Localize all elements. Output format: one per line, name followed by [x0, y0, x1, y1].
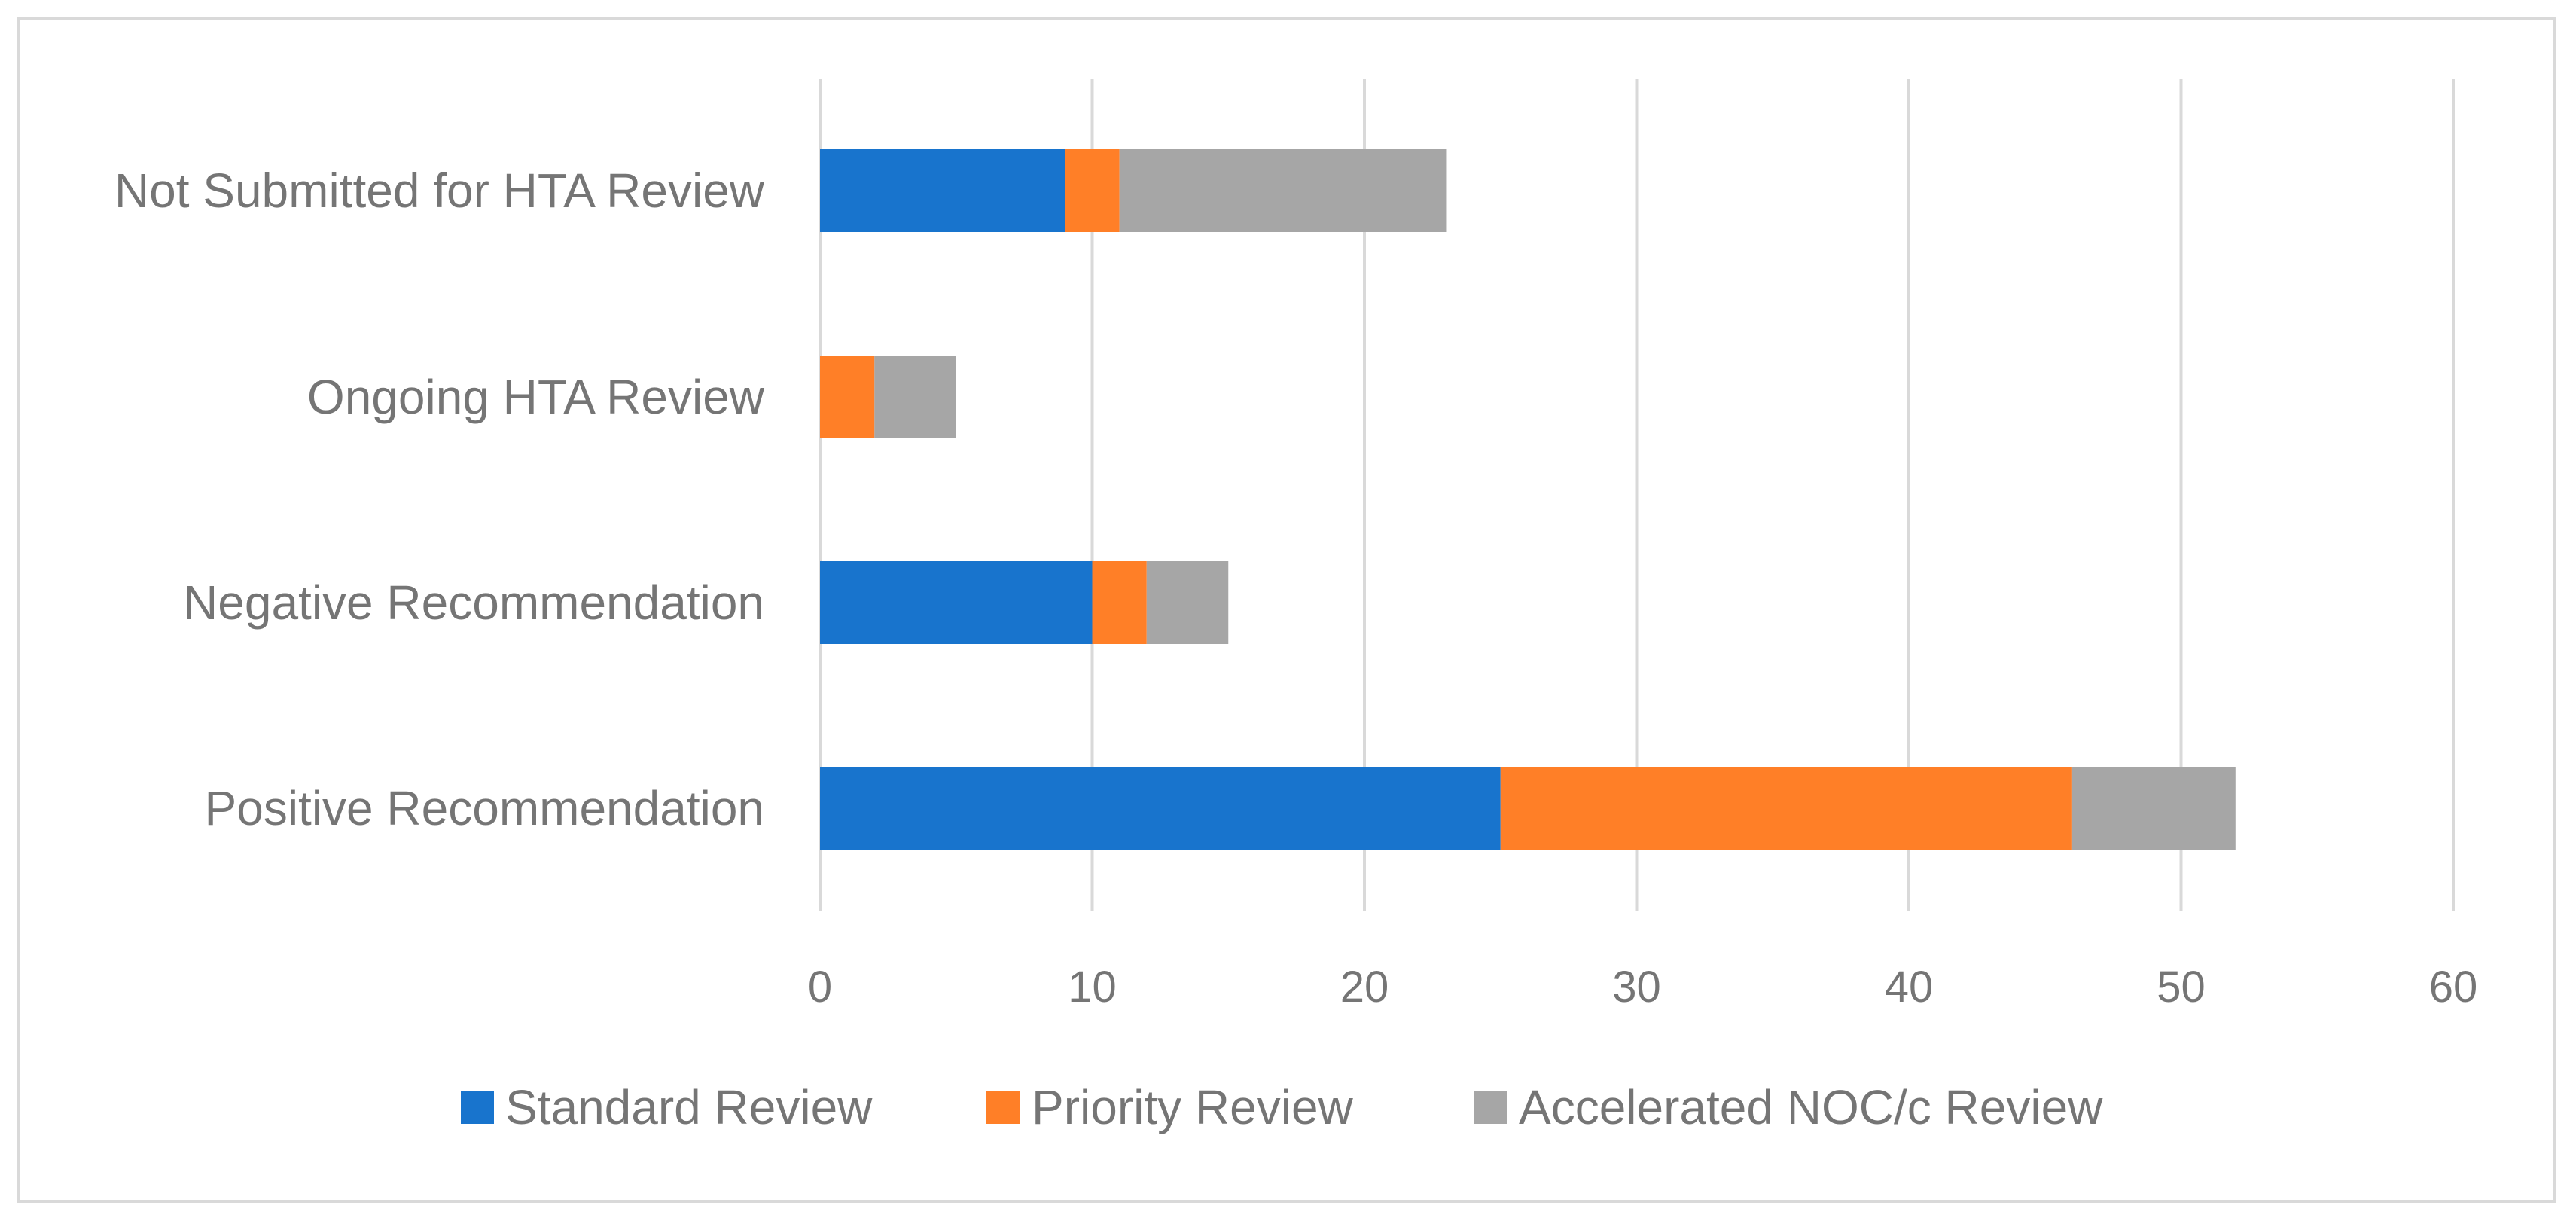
legend-item: Priority Review: [986, 1080, 1354, 1134]
bar-segment: [820, 561, 1093, 644]
category-label: Ongoing HTA Review: [307, 370, 765, 424]
x-tick-label: 40: [1885, 963, 1934, 1012]
x-tick-label: 30: [1612, 963, 1661, 1012]
bar-segment: [820, 767, 1501, 850]
category-label: Positive Recommendation: [205, 781, 764, 835]
legend-item: Standard Review: [461, 1080, 873, 1134]
x-tick-label: 60: [2429, 963, 2478, 1012]
legend: Standard Review Priority Review Accelerate…: [461, 1080, 2103, 1134]
bar-segment: [820, 149, 1065, 232]
axis-labels: 0 10 20 30 40 50 60 Not Submitted for HTA Revie…: [114, 163, 2477, 1012]
bar-segment: [2071, 767, 2236, 850]
legend-item: Accelerated NOC/c Review: [1474, 1080, 2103, 1134]
bar-segment: [1146, 561, 1229, 644]
legend-label: Standard Review: [505, 1080, 873, 1134]
bars: [820, 149, 2236, 850]
x-tick-label: 50: [2157, 963, 2206, 1012]
legend-label: Priority Review: [1032, 1080, 1354, 1134]
bar-segment: [1500, 767, 2072, 850]
category-label: Negative Recommendation: [183, 575, 764, 630]
x-tick-label: 20: [1340, 963, 1389, 1012]
x-tick-label: 10: [1068, 963, 1117, 1012]
bar-segment: [820, 356, 875, 438]
legend-swatch: [1474, 1091, 1507, 1124]
x-tick-label: 0: [808, 963, 832, 1012]
bar-segment: [1119, 149, 1447, 232]
legend-swatch: [986, 1091, 1020, 1124]
legend-label: Accelerated NOC/c Review: [1519, 1080, 2103, 1134]
bar-segment: [874, 356, 956, 438]
bar-segment: [1092, 561, 1147, 644]
category-label: Not Submitted for HTA Review: [114, 163, 765, 218]
legend-swatch: [461, 1091, 494, 1124]
bar-segment: [1065, 149, 1120, 232]
